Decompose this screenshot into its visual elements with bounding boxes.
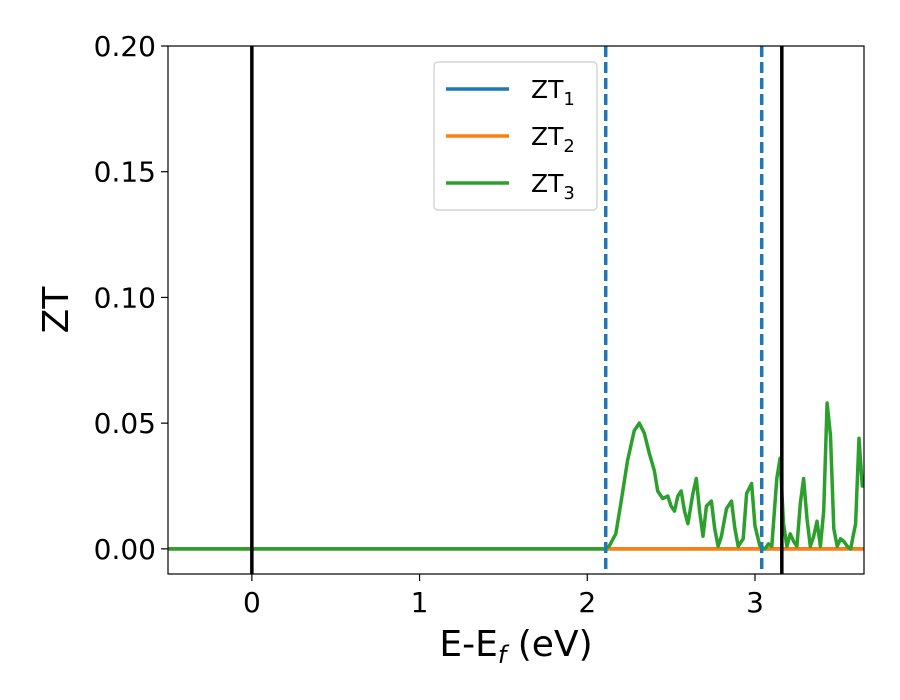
y-tick-label: 0.20 <box>94 30 156 63</box>
series-line-3 <box>168 401 864 551</box>
legend-label-1: ZT1 <box>531 75 575 110</box>
plot-frame <box>167 45 865 575</box>
x-tick-label: 0 <box>243 586 261 619</box>
y-axis: 0.00 0.05 0.10 0.15 0.20 <box>94 30 168 566</box>
y-axis-title: ZT <box>36 286 77 334</box>
y-tick-label: 0.05 <box>94 407 156 440</box>
legend-box <box>433 61 598 211</box>
x-axis: 0 1 2 3 <box>243 574 764 619</box>
y-tick-label: 0.15 <box>94 156 156 189</box>
legend: ZT1 ZT2 ZT3 <box>433 61 598 211</box>
legend-label-2: ZT2 <box>531 122 575 157</box>
y-tick-label: 0.00 <box>94 533 156 566</box>
x-axis-title: E-Ef (eV) <box>439 624 592 669</box>
x-tick-label: 2 <box>578 586 596 619</box>
legend-label-3: ZT3 <box>531 169 575 204</box>
x-tick-label: 1 <box>411 586 429 619</box>
plot-content <box>168 46 864 574</box>
x-tick-label: 3 <box>746 586 764 619</box>
plot-area <box>167 45 865 575</box>
y-tick-label: 0.10 <box>94 281 156 314</box>
